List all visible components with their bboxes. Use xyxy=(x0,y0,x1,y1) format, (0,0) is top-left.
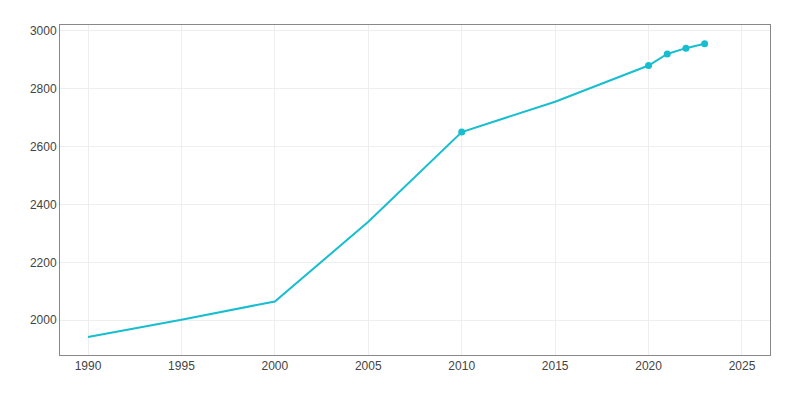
svg-text:1995: 1995 xyxy=(168,359,195,373)
svg-text:2005: 2005 xyxy=(355,359,382,373)
svg-text:2600: 2600 xyxy=(30,140,57,154)
svg-text:2020: 2020 xyxy=(635,359,662,373)
svg-text:2025: 2025 xyxy=(729,359,756,373)
svg-text:2400: 2400 xyxy=(30,198,57,212)
svg-text:3000: 3000 xyxy=(30,24,57,38)
svg-text:2015: 2015 xyxy=(542,359,569,373)
svg-text:2010: 2010 xyxy=(448,359,475,373)
svg-text:2800: 2800 xyxy=(30,82,57,96)
svg-text:1990: 1990 xyxy=(75,359,102,373)
svg-text:2000: 2000 xyxy=(30,313,57,327)
svg-text:2200: 2200 xyxy=(30,256,57,270)
svg-text:2000: 2000 xyxy=(262,359,289,373)
